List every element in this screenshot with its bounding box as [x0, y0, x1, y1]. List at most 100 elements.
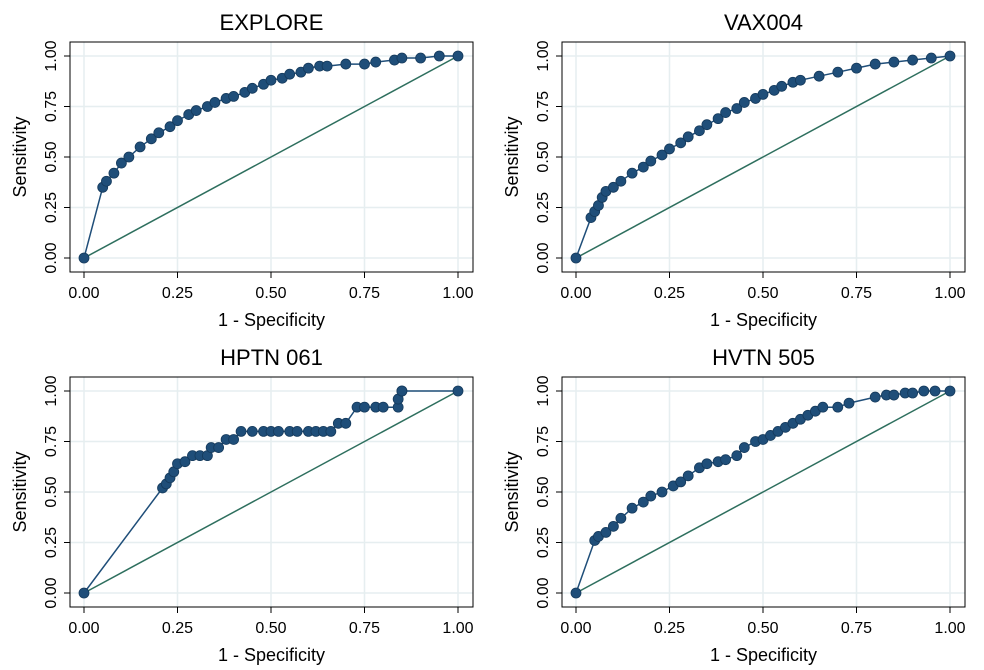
- roc-point: [645, 490, 657, 502]
- x-tick-label: 0.00: [68, 285, 99, 302]
- roc-panel-hptn061: HPTN 061 0.00 0.25 0.50 0.75 1.00 0.00 0.25 0.50…: [0, 335, 492, 670]
- reference-line: [83, 390, 459, 594]
- y-tick-label: 1.00: [535, 375, 552, 406]
- roc-point: [452, 50, 464, 62]
- roc-point: [153, 127, 165, 139]
- roc-point: [682, 131, 694, 143]
- x-tick-label: 0.75: [841, 620, 872, 637]
- roc-point: [570, 252, 582, 264]
- chart-title: VAX004: [724, 10, 803, 35]
- roc-point: [817, 401, 829, 413]
- roc-point: [656, 486, 668, 498]
- roc-point: [145, 133, 157, 145]
- roc-point: [843, 397, 855, 409]
- y-tick-label: 0.25: [43, 527, 60, 558]
- y-tick-label: 0.00: [43, 577, 60, 608]
- roc-point: [813, 70, 825, 82]
- roc-point: [570, 587, 582, 599]
- roc-panel-explore: EXPLORE 0.00 0.25 0.50 0.75 1.00 0.00 0.25 0.50 0…: [0, 0, 492, 335]
- roc-point: [694, 125, 705, 137]
- roc-point: [370, 56, 382, 68]
- roc-chart-explore: EXPLORE 0.00 0.25 0.50 0.75 1.00 0.00 0.25 0.50 0…: [10, 10, 474, 330]
- roc-point: [228, 434, 240, 445]
- roc-point: [246, 82, 258, 94]
- roc-point: [907, 387, 919, 399]
- roc-point: [794, 74, 806, 86]
- roc-point: [377, 401, 389, 413]
- roc-point: [246, 426, 258, 437]
- reference-line: [575, 390, 951, 594]
- roc-point: [325, 426, 337, 437]
- roc-point: [615, 512, 627, 524]
- x-tick-label: 0.50: [255, 620, 286, 637]
- x-tick-label: 1.00: [934, 285, 965, 302]
- roc-point: [675, 137, 687, 149]
- x-tick-label: 0.00: [560, 285, 591, 302]
- roc-point: [600, 526, 612, 538]
- roc-point: [164, 121, 176, 133]
- roc-point: [213, 442, 225, 453]
- y-tick-label: 0.75: [535, 426, 552, 457]
- chart-title: HPTN 061: [220, 345, 323, 370]
- roc-point: [101, 175, 112, 187]
- y-tick-label: 0.75: [535, 91, 552, 122]
- roc-point: [228, 91, 240, 102]
- roc-point: [209, 97, 221, 108]
- roc-panel-hvtn505: HVTN 505 0.00 0.25 0.50 0.75 1.00 0.00 0.25 0.50…: [492, 335, 984, 670]
- y-axis-label: Sensitivity: [10, 451, 30, 532]
- roc-point: [265, 74, 277, 86]
- roc-point: [396, 385, 408, 397]
- y-axis-label: Sensitivity: [10, 116, 30, 197]
- roc-point: [190, 105, 202, 116]
- roc-point: [608, 520, 619, 532]
- roc-point: [731, 103, 743, 114]
- roc-panel-vax004: VAX004 0.00 0.25 0.50 0.75 1.00 0.00 0.25 0.50 0.…: [492, 0, 984, 335]
- roc-point: [321, 60, 333, 72]
- y-tick-label: 0.50: [535, 476, 552, 507]
- roc-point: [415, 52, 427, 64]
- roc-point: [302, 62, 314, 74]
- roc-point: [273, 426, 284, 437]
- roc-point: [433, 50, 445, 62]
- roc-point: [832, 66, 844, 78]
- roc-point: [869, 391, 881, 403]
- x-tick-label: 0.50: [747, 285, 778, 302]
- y-tick-label: 0.75: [43, 91, 60, 122]
- roc-point: [738, 97, 750, 108]
- roc-point: [172, 115, 183, 127]
- y-tick-label: 0.00: [43, 242, 60, 273]
- x-tick-label: 0.25: [654, 285, 685, 302]
- y-axis-label: Sensitivity: [502, 451, 522, 532]
- roc-point: [608, 181, 619, 193]
- roc-point: [626, 167, 638, 179]
- y-tick-label: 0.50: [43, 476, 60, 507]
- roc-point: [944, 385, 956, 397]
- roc-point: [359, 58, 370, 70]
- y-tick-label: 0.50: [535, 141, 552, 172]
- roc-point: [738, 442, 750, 453]
- roc-point: [682, 470, 694, 482]
- y-tick-label: 0.50: [43, 141, 60, 172]
- y-tick-label: 0.25: [535, 192, 552, 223]
- roc-point: [615, 175, 627, 187]
- roc-chart-hvtn505: HVTN 505 0.00 0.25 0.50 0.75 1.00 0.00 0.25 0.50…: [502, 345, 966, 665]
- roc-point: [626, 502, 638, 514]
- y-tick-label: 0.75: [43, 426, 60, 457]
- roc-point: [869, 58, 881, 70]
- x-tick-label: 1.00: [934, 620, 965, 637]
- y-tick-label: 0.00: [535, 577, 552, 608]
- roc-point: [929, 385, 941, 397]
- roc-point: [851, 62, 862, 74]
- x-axis-label: 1 - Specificity: [710, 310, 817, 330]
- roc-point: [291, 426, 303, 437]
- roc-point: [108, 167, 120, 179]
- roc-point: [832, 401, 844, 413]
- reference-line: [575, 55, 951, 259]
- roc-point: [720, 454, 732, 466]
- reference-line: [83, 55, 459, 259]
- roc-point: [340, 417, 352, 429]
- roc-point: [675, 476, 687, 488]
- x-tick-label: 0.50: [255, 285, 286, 302]
- chart-title: EXPLORE: [220, 10, 324, 35]
- x-tick-label: 1.00: [442, 620, 473, 637]
